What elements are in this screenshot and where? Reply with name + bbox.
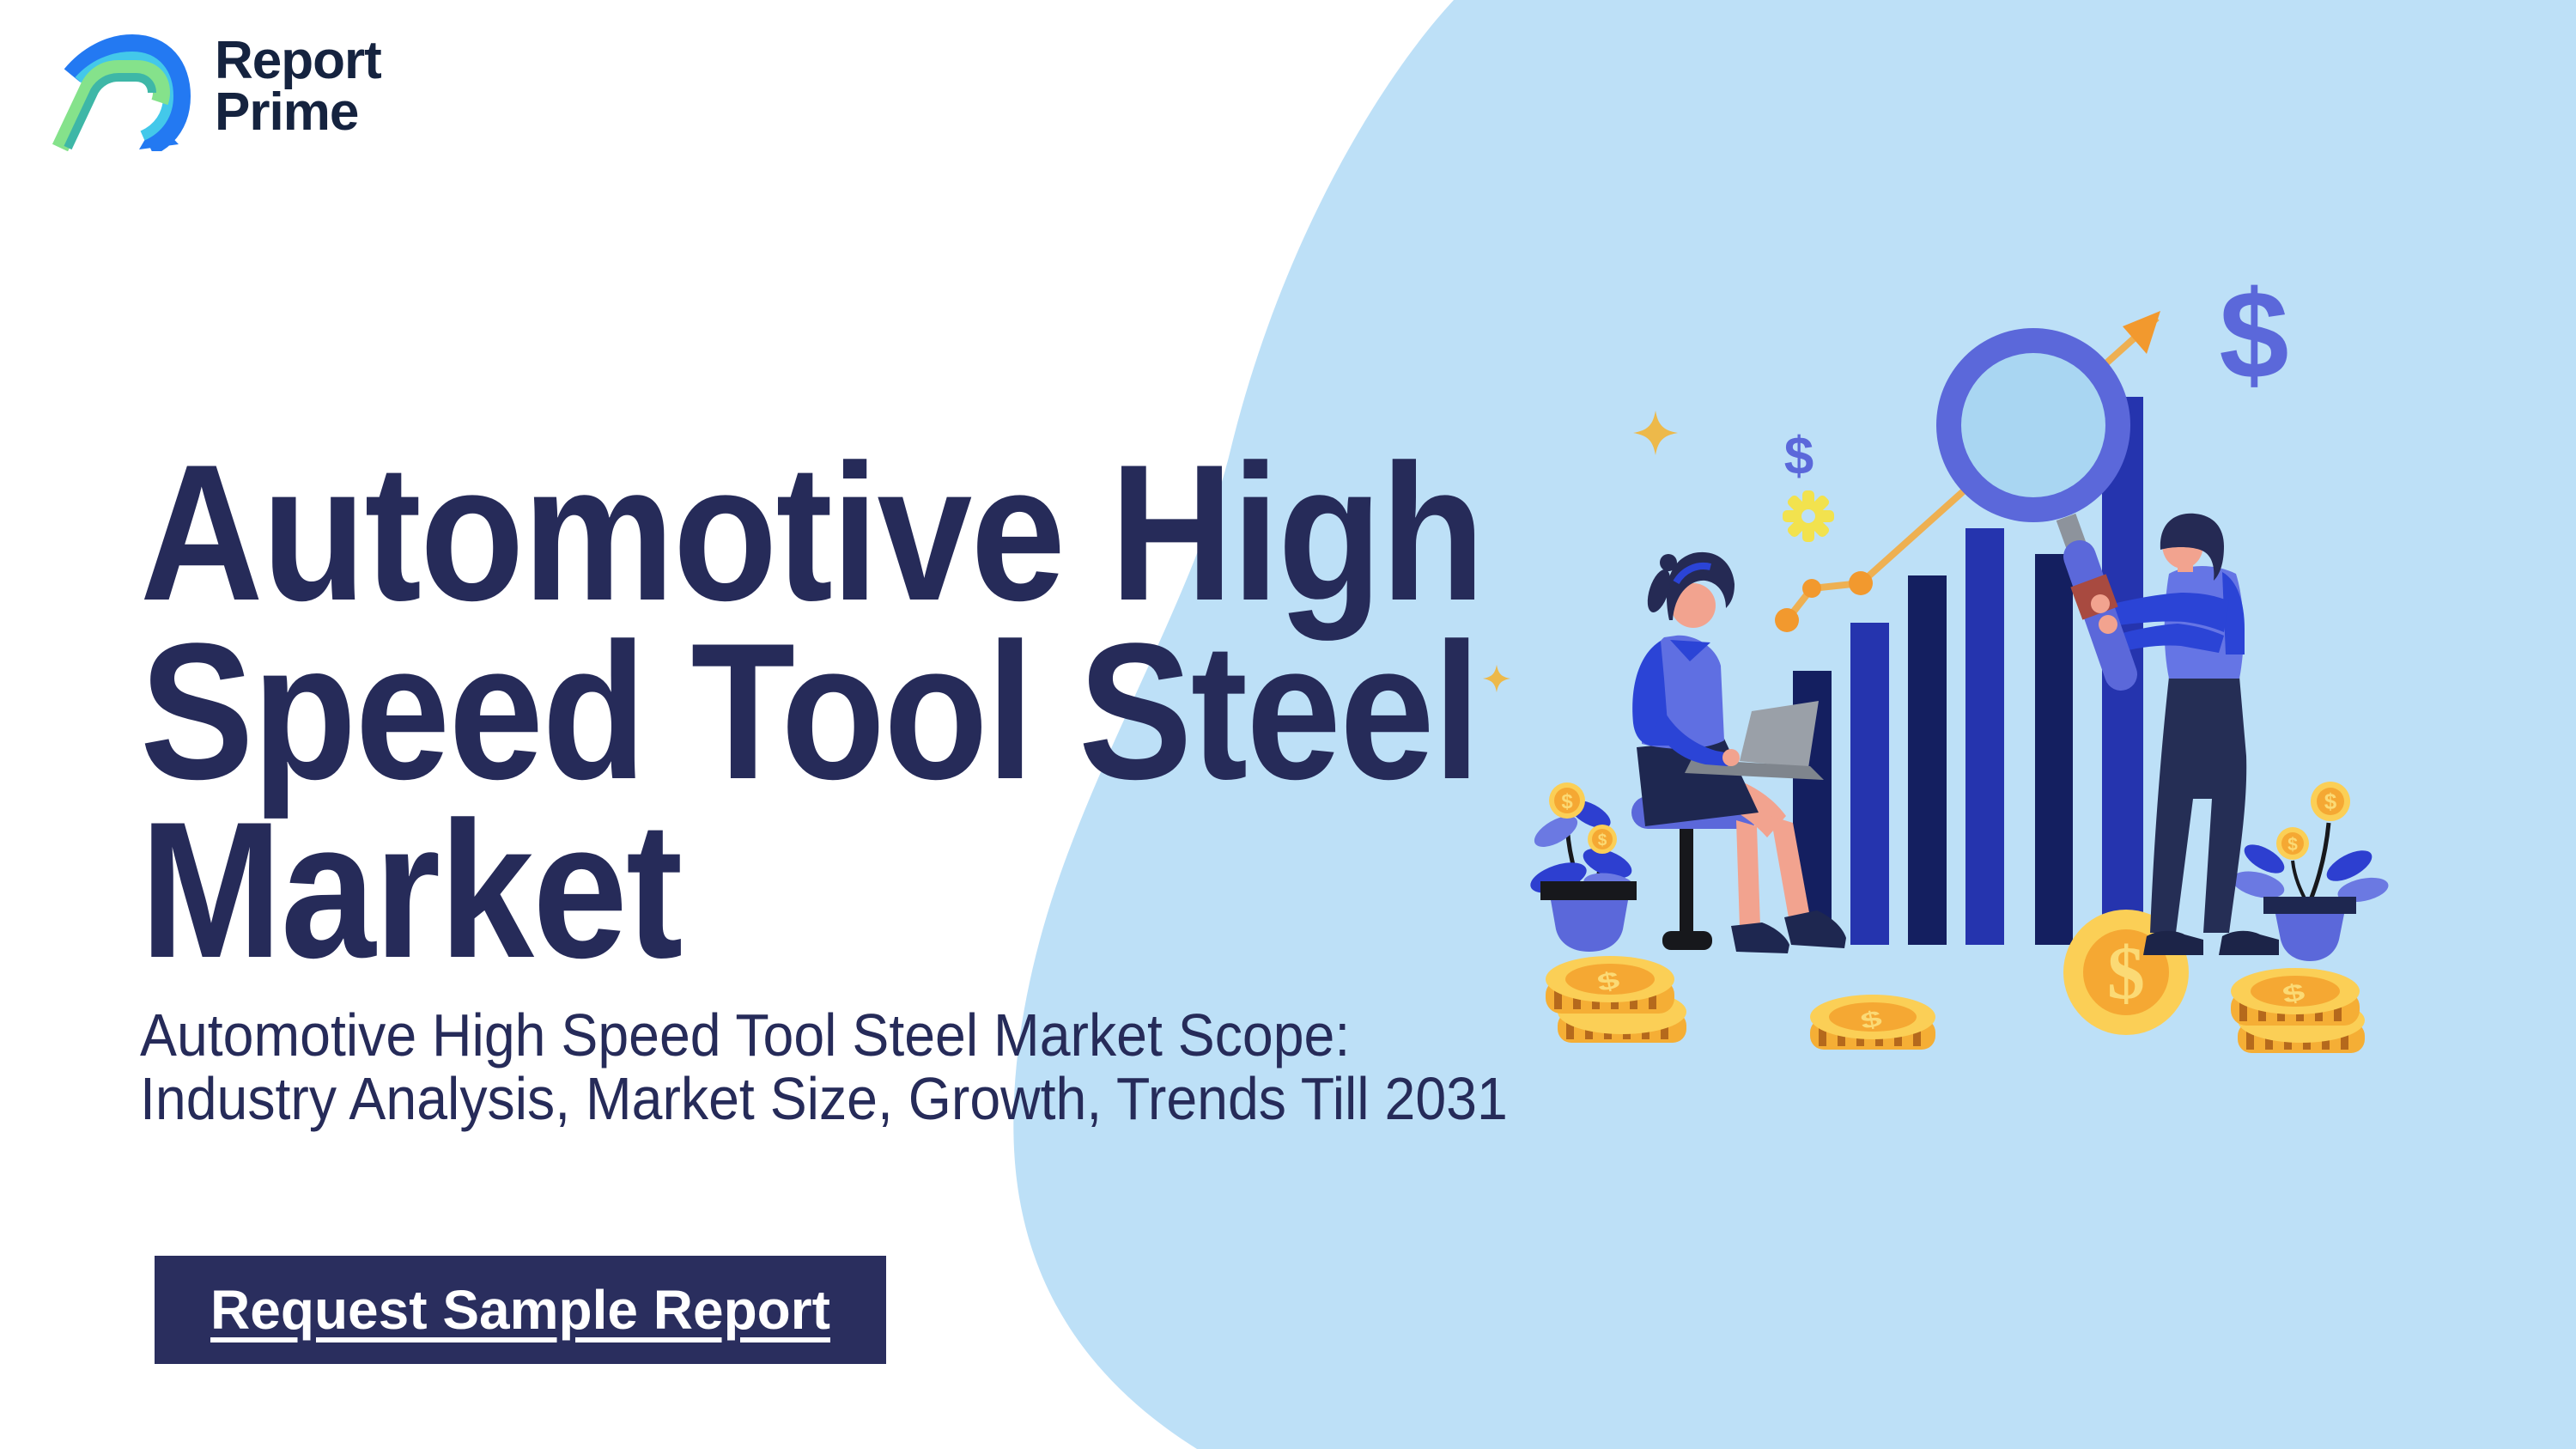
- stool-base: [1662, 931, 1712, 950]
- svg-text:$: $: [1561, 790, 1573, 813]
- svg-text:$: $: [1858, 1005, 1884, 1034]
- svg-text:$: $: [2107, 932, 2145, 1015]
- laptop-screen: [1740, 701, 1819, 768]
- sparkle-icon: [1633, 411, 1678, 455]
- money-plant-icon: $ $: [2232, 782, 2389, 961]
- shoe: [1731, 922, 1789, 953]
- dollar-sign-icon: $: [2219, 265, 2288, 405]
- svg-text:$: $: [2324, 788, 2337, 814]
- bar-chart-icon: [1793, 397, 2143, 945]
- businesswoman-laptop-icon: [1631, 551, 1846, 953]
- magnifier-icon: [1936, 328, 2137, 691]
- pot: [1551, 900, 1628, 952]
- pot-rim: [1540, 881, 1637, 900]
- stool-pole: [1680, 825, 1693, 935]
- growth-arrow-icon: [2123, 311, 2160, 354]
- coin-stack-icon: $: [1546, 956, 1686, 1043]
- gear-icon: [1783, 490, 1834, 542]
- pot-rim: [2263, 897, 2356, 914]
- pot: [2275, 914, 2344, 961]
- coin-icon: $: [1810, 995, 1935, 1050]
- businessman-magnifier-icon: [2102, 513, 2279, 955]
- svg-text:$: $: [1598, 831, 1607, 849]
- sparkle-icon: [1482, 664, 1511, 693]
- request-sample-report-label: Request Sample Report: [210, 1279, 830, 1341]
- svg-text:$: $: [2287, 835, 2298, 855]
- shoe: [2143, 930, 2203, 955]
- dollar-sign-icon: $: [1784, 427, 1814, 486]
- request-sample-report-button[interactable]: Request Sample Report: [155, 1256, 886, 1364]
- money-plant-icon: $ $: [1530, 782, 1637, 952]
- coin-stack-icon: $: [2231, 968, 2365, 1053]
- shoe: [2219, 930, 2279, 955]
- shoe: [1784, 910, 1846, 948]
